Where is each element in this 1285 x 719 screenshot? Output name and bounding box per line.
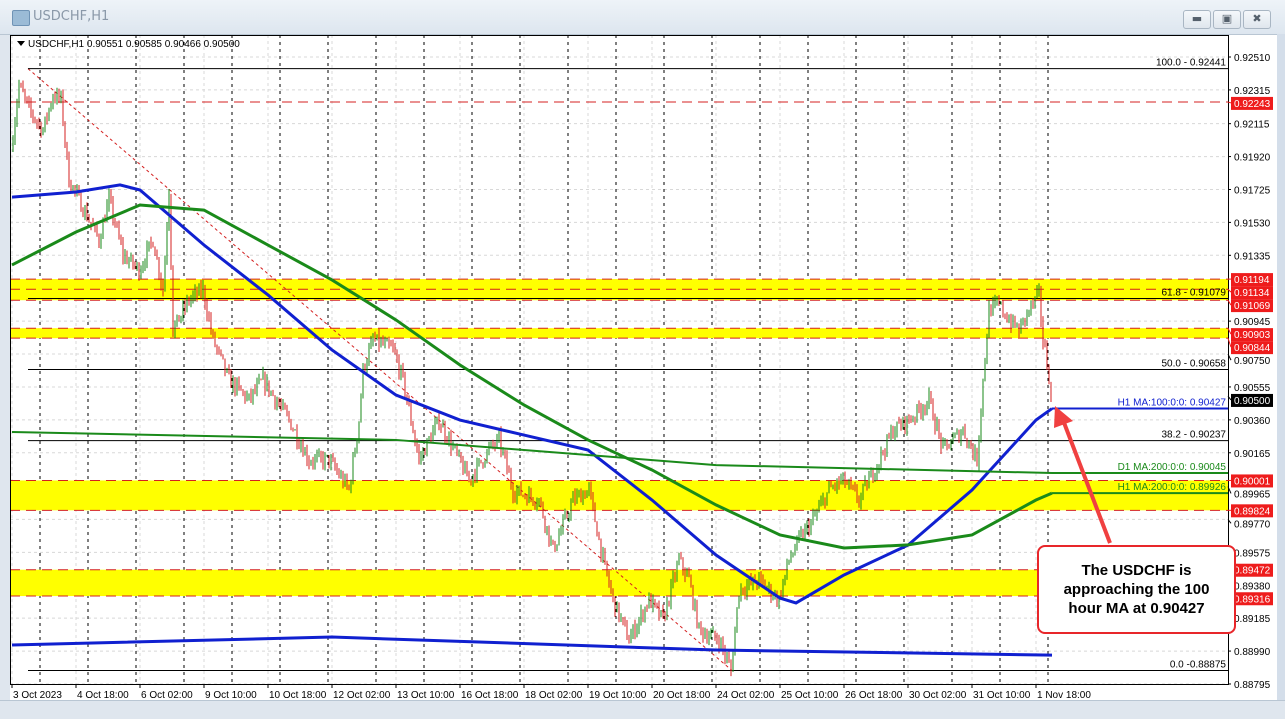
annotation-box: The USDCHF is approaching the 100 hour M… [1037,545,1236,634]
y-tick-label: 0.89380 [1234,581,1271,592]
x-tick-label: 19 Oct 10:00 [589,690,647,701]
moving-average-label: H1 MA:100:0:0: 0.90427 [1118,398,1227,409]
maximize-button[interactable]: ▣ [1213,10,1241,29]
y-tick-label: 0.88795 [1234,680,1271,691]
x-tick-label: 9 Oct 10:00 [205,690,257,701]
y-tick-label: 0.91335 [1234,251,1271,262]
level-price-badge [1231,341,1273,355]
y-tick [1227,338,1232,348]
y-tick-label: 0.90945 [1234,317,1271,328]
moving-average-line [11,431,1053,475]
level-price-label: 0.89316 [1234,594,1271,605]
x-tick-label: 3 Oct 2023 [13,690,62,701]
y-tick-label: 0.89185 [1234,614,1271,625]
x-tick-label: 10 Oct 18:00 [269,690,327,701]
fibonacci-level-label: 61.8 - 0.91079 [1162,288,1227,299]
x-tick-label: 24 Oct 02:00 [717,690,775,701]
level-price-badge [1231,592,1273,606]
window-title: USDCHF,H1 [33,9,110,24]
x-tick-label: 18 Oct 02:00 [525,690,583,701]
level-price-badge [1231,504,1273,518]
annotation-arrow-head [1054,406,1073,428]
annotation-arrow [1061,419,1112,544]
x-tick-label: 31 Oct 10:00 [973,690,1031,701]
level-price-label: 0.90903 [1234,330,1271,341]
x-tick-label: 6 Oct 02:00 [141,690,193,701]
y-tick-label: 0.91920 [1234,153,1271,164]
level-price-label: 0.91069 [1234,301,1271,312]
x-tick-label: 25 Oct 10:00 [781,690,839,701]
level-price-label: 0.90844 [1234,343,1271,354]
x-tick-label: 16 Oct 18:00 [461,690,519,701]
fibonacci-level-label: 38.2 - 0.90237 [1162,430,1227,441]
y-tick-label: 0.88990 [1234,647,1271,658]
level-price-label: 0.91134 [1234,288,1270,299]
support-resistance-zone [10,328,1228,339]
level-price-label: 0.89824 [1234,506,1271,517]
close-button[interactable]: ✖ [1243,10,1271,29]
moving-average-label: D1 MA:200:0:0: 0.90045 [1118,462,1227,473]
window-bottom-edge [0,700,1285,719]
y-tick-label: 0.91530 [1234,218,1271,229]
moving-average-label: H1 MA:200:0:0: 0.89926 [1118,482,1227,493]
moving-average-line [11,203,1053,550]
chart-window-icon [12,10,30,26]
x-tick-label: 1 Nov 18:00 [1037,690,1091,701]
plot-border [10,35,1229,685]
y-tick-label: 0.90165 [1234,449,1271,460]
level-price-badge [1231,273,1273,287]
window-right-edge [1277,34,1285,700]
y-tick [1227,395,1232,401]
fibonacci-level-label: 100.0 - 0.92441 [1156,58,1226,69]
x-tick-label: 4 Oct 18:00 [77,690,129,701]
y-tick-label: 0.92315 [1234,86,1271,97]
level-price-badge [1231,328,1273,342]
y-tick-label: 0.89770 [1234,519,1271,530]
level-price-label: 0.91194 [1234,275,1270,286]
y-tick-label: 0.89965 [1234,489,1271,500]
window-title-bar[interactable]: USDCHF,H1 ▬ ▣ ✖ [0,0,1285,35]
moving-average-line [11,635,1053,657]
collapse-triangle-icon [17,41,25,46]
level-price-badge [1231,286,1273,300]
x-tick-label: 20 Oct 18:00 [653,690,711,701]
y-tick-label: 0.92510 [1234,53,1271,64]
support-resistance-zone [10,569,1228,597]
y-tick [1227,299,1232,306]
y-tick [1227,486,1232,494]
y-tick-label: 0.90750 [1234,356,1271,367]
moving-average-line [11,183,1053,605]
level-price-label: 0.90001 [1234,476,1271,487]
y-tick-label: 0.90360 [1234,416,1271,427]
y-tick [1227,519,1232,524]
annotation-text: The USDCHF is approaching the 100 hour M… [1063,562,1210,617]
x-tick-label: 26 Oct 18:00 [845,690,903,701]
level-price-badge [1231,563,1273,577]
y-tick-label: 0.89575 [1234,548,1271,559]
fibonacci-level-label: 50.0 - 0.90658 [1162,359,1227,370]
y-tick-label: 0.92115 [1234,120,1270,131]
y-tick-label: 0.90555 [1234,383,1271,394]
y-tick [1227,288,1232,293]
level-price-badge [1231,96,1273,110]
level-price-badge [1231,299,1273,313]
minimize-button[interactable]: ▬ [1183,10,1211,29]
current-price-label: 0.90500 [1234,396,1271,407]
y-tick [1227,353,1232,361]
x-tick-label: 12 Oct 02:00 [333,690,391,701]
x-tick-label: 13 Oct 10:00 [397,690,455,701]
level-price-badge [1231,474,1273,488]
current-price-badge [1231,393,1273,407]
x-tick-label: 30 Oct 02:00 [909,690,967,701]
ohlc-header: USDCHF,H1 0.90551 0.90585 0.90466 0.9050… [28,39,240,50]
y-tick [1227,101,1232,104]
y-tick [1227,327,1232,335]
fibonacci-level-label: 0.0 -0.88875 [1170,659,1227,670]
y-tick-label: 0.91725 [1234,185,1271,196]
level-price-label: 0.92243 [1234,99,1271,110]
level-price-label: 0.89472 [1234,566,1271,577]
